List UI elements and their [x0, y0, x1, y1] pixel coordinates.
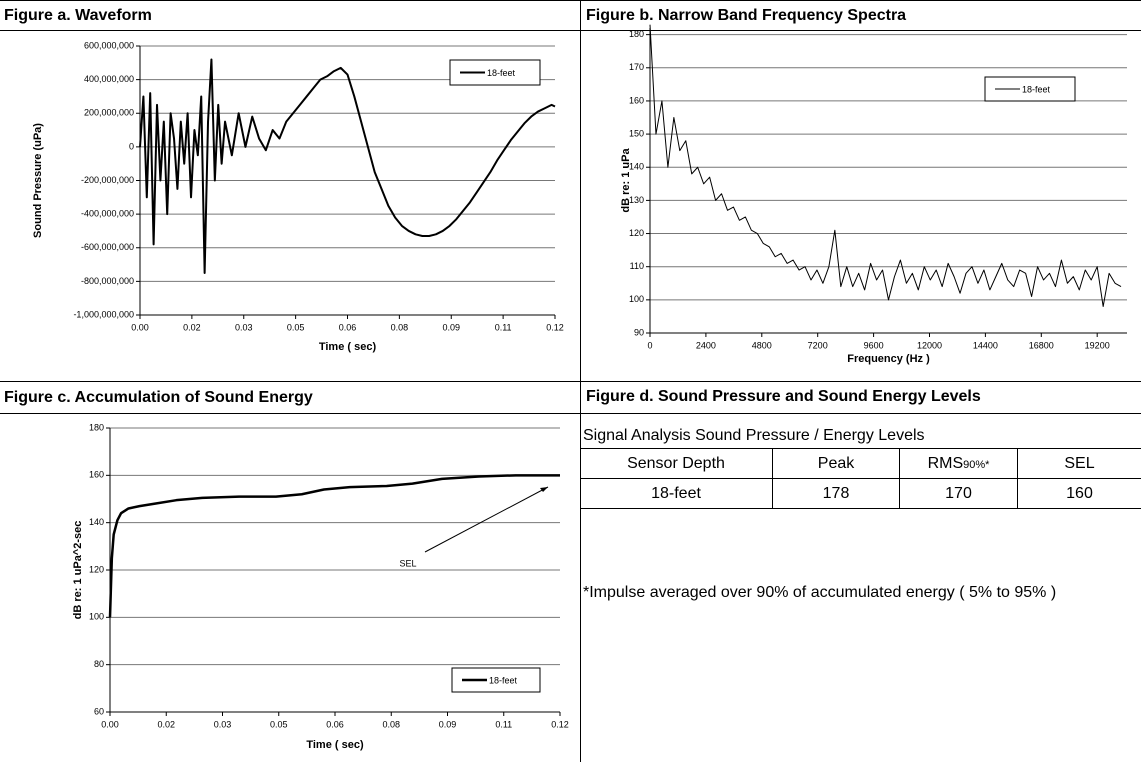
- x-tick-label: 0.11: [495, 719, 512, 729]
- x-tick-label: 0.02: [183, 322, 201, 332]
- y-tick-label: -600,000,000: [81, 242, 134, 252]
- x-tick-label: 0.05: [287, 322, 305, 332]
- y-axis-label: Sound Pressure (uPa): [32, 123, 44, 238]
- divider: [580, 0, 581, 762]
- cell: 170: [899, 478, 1018, 509]
- annotation-arrow: [424, 486, 549, 553]
- y-tick-label: 0: [129, 141, 134, 151]
- x-tick-label: 4800: [752, 340, 772, 350]
- panel-title: Figure a. Waveform: [4, 7, 152, 24]
- y-tick-label: 60: [94, 706, 104, 716]
- panel-title: Figure c. Accumulation of Sound Energy: [4, 389, 313, 406]
- panel-title: Figure b. Narrow Band Frequency Spectra: [586, 7, 906, 24]
- y-tick-label: 100: [629, 294, 644, 304]
- x-tick-label: 14400: [973, 340, 998, 350]
- x-tick-label: 0.02: [157, 719, 175, 729]
- y-axis-label: dB re: 1 uPa^2-sec: [72, 521, 84, 620]
- y-tick-label: 120: [89, 564, 104, 574]
- x-axis-label: Time ( sec): [319, 341, 377, 353]
- arrow-head: [540, 487, 548, 492]
- y-tick-label: 130: [629, 195, 644, 205]
- y-tick-label: 100: [89, 612, 104, 622]
- x-tick-label: 0.06: [326, 719, 344, 729]
- x-tick-label: 19200: [1085, 340, 1110, 350]
- y-tick-label: 80: [94, 659, 104, 669]
- y-tick-label: 140: [629, 162, 644, 172]
- x-tick-label: 0.03: [214, 719, 232, 729]
- x-tick-label: 7200: [808, 340, 828, 350]
- x-tick-label: 2400: [696, 340, 716, 350]
- x-tick-label: 0.11: [495, 322, 512, 332]
- y-tick-label: 600,000,000: [84, 40, 134, 50]
- data-line: [108, 474, 560, 618]
- y-tick-label: 160: [629, 95, 644, 105]
- panel-title: Figure d. Sound Pressure and Sound Energ…: [586, 388, 981, 405]
- x-tick-label: 9600: [864, 340, 884, 350]
- x-tick-label: 0.08: [391, 322, 409, 332]
- data-line: [649, 24, 1122, 307]
- y-tick-label: 170: [629, 62, 644, 72]
- border: [0, 0, 1141, 1]
- x-tick-label: 0.12: [551, 719, 569, 729]
- y-tick-label: 120: [629, 228, 644, 238]
- header-text: RMS: [927, 454, 964, 472]
- x-tick-label: 0.00: [131, 322, 149, 332]
- x-axis-label: Time ( sec): [306, 739, 364, 751]
- data-line: [139, 58, 556, 274]
- y-tick-label: -400,000,000: [81, 209, 134, 219]
- y-tick-label: 400,000,000: [84, 74, 134, 84]
- header-sub: 90%*: [963, 458, 990, 471]
- x-tick-label: 0: [647, 340, 652, 350]
- x-tick-label: 0.06: [339, 322, 357, 332]
- y-tick-label: 140: [89, 517, 104, 527]
- y-tick-label: -800,000,000: [81, 276, 134, 286]
- x-tick-label: 16800: [1029, 340, 1054, 350]
- header-cell: SEL: [1017, 448, 1141, 479]
- header-cell: Sensor Depth: [580, 448, 773, 479]
- border: [0, 381, 1141, 382]
- y-axis-label: dB re: 1 uPa: [620, 148, 632, 213]
- y-tick-label: 160: [89, 470, 104, 480]
- cell: 178: [772, 478, 900, 509]
- x-tick-label: 0.08: [382, 719, 400, 729]
- legend-label: 18-feet: [1022, 84, 1051, 94]
- footnote: *Impulse averaged over 90% of accumulate…: [583, 584, 1057, 601]
- y-tick-label: 90: [634, 327, 644, 337]
- x-axis-label: Frequency (Hz ): [847, 353, 930, 365]
- x-tick-label: 0.03: [235, 322, 253, 332]
- y-tick-label: 200,000,000: [84, 108, 134, 118]
- x-tick-label: 0.05: [270, 719, 288, 729]
- y-tick-label: 180: [89, 422, 104, 432]
- x-tick-label: 0.09: [439, 719, 457, 729]
- border: [0, 30, 1141, 31]
- x-tick-label: 0.09: [442, 322, 460, 332]
- annotation: SEL: [399, 558, 416, 568]
- x-tick-label: 0.12: [546, 322, 564, 332]
- y-tick-label: -1,000,000,000: [73, 309, 134, 319]
- cell: 18-feet: [580, 478, 773, 509]
- y-tick-label: 110: [630, 261, 644, 271]
- border: [0, 413, 1141, 414]
- legend-box: [451, 667, 541, 693]
- cell: 160: [1017, 478, 1141, 509]
- table-caption: Signal Analysis Sound Pressure / Energy …: [583, 427, 925, 444]
- x-tick-label: 12000: [917, 340, 942, 350]
- y-tick-label: 180: [629, 29, 644, 39]
- y-tick-label: 150: [629, 128, 644, 138]
- legend-label: 18-feet: [487, 68, 516, 78]
- x-tick-label: 0.00: [101, 719, 119, 729]
- y-tick-label: -200,000,000: [81, 175, 134, 185]
- levels-table: Sensor Depth Peak RMS90%* SEL 18-feet 17…: [580, 448, 1141, 509]
- legend-label: 18-feet: [489, 675, 518, 685]
